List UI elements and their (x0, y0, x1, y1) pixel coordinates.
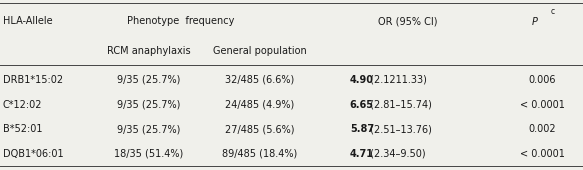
Text: 5.87: 5.87 (350, 124, 374, 134)
Text: (2.81–15.74): (2.81–15.74) (367, 100, 431, 109)
Text: C*12:02: C*12:02 (3, 100, 43, 109)
Text: $\it{P}$: $\it{P}$ (531, 15, 539, 27)
Text: DQB1*06:01: DQB1*06:01 (3, 149, 64, 159)
Text: 9/35 (25.7%): 9/35 (25.7%) (117, 100, 180, 109)
Text: 32/485 (6.6%): 32/485 (6.6%) (225, 75, 294, 85)
Text: < 0.0001: < 0.0001 (520, 149, 564, 159)
Text: B*52:01: B*52:01 (3, 124, 43, 134)
Text: (2.1211.33): (2.1211.33) (367, 75, 427, 85)
Text: 24/485 (4.9%): 24/485 (4.9%) (225, 100, 294, 109)
Text: 4.71: 4.71 (350, 149, 374, 159)
Text: HLA-Allele: HLA-Allele (3, 16, 52, 26)
Text: (2.51–13.76): (2.51–13.76) (367, 124, 431, 134)
Text: OR (95% CI): OR (95% CI) (378, 16, 438, 26)
Text: 89/485 (18.4%): 89/485 (18.4%) (222, 149, 297, 159)
Text: < 0.0001: < 0.0001 (520, 100, 564, 109)
Text: Phenotype  frequency: Phenotype frequency (127, 16, 234, 26)
Text: 0.002: 0.002 (528, 124, 556, 134)
Text: (2.34–9.50): (2.34–9.50) (367, 149, 425, 159)
Text: 0.006: 0.006 (528, 75, 556, 85)
Text: 27/485 (5.6%): 27/485 (5.6%) (224, 124, 294, 134)
Text: 9/35 (25.7%): 9/35 (25.7%) (117, 75, 180, 85)
Text: 18/35 (51.4%): 18/35 (51.4%) (114, 149, 183, 159)
Text: General population: General population (213, 46, 306, 56)
Text: RCM anaphylaxis: RCM anaphylaxis (107, 46, 191, 56)
Text: c: c (550, 7, 555, 15)
Text: 6.65: 6.65 (350, 100, 374, 109)
Text: 9/35 (25.7%): 9/35 (25.7%) (117, 124, 180, 134)
Text: 4.90: 4.90 (350, 75, 374, 85)
Text: DRB1*15:02: DRB1*15:02 (3, 75, 63, 85)
